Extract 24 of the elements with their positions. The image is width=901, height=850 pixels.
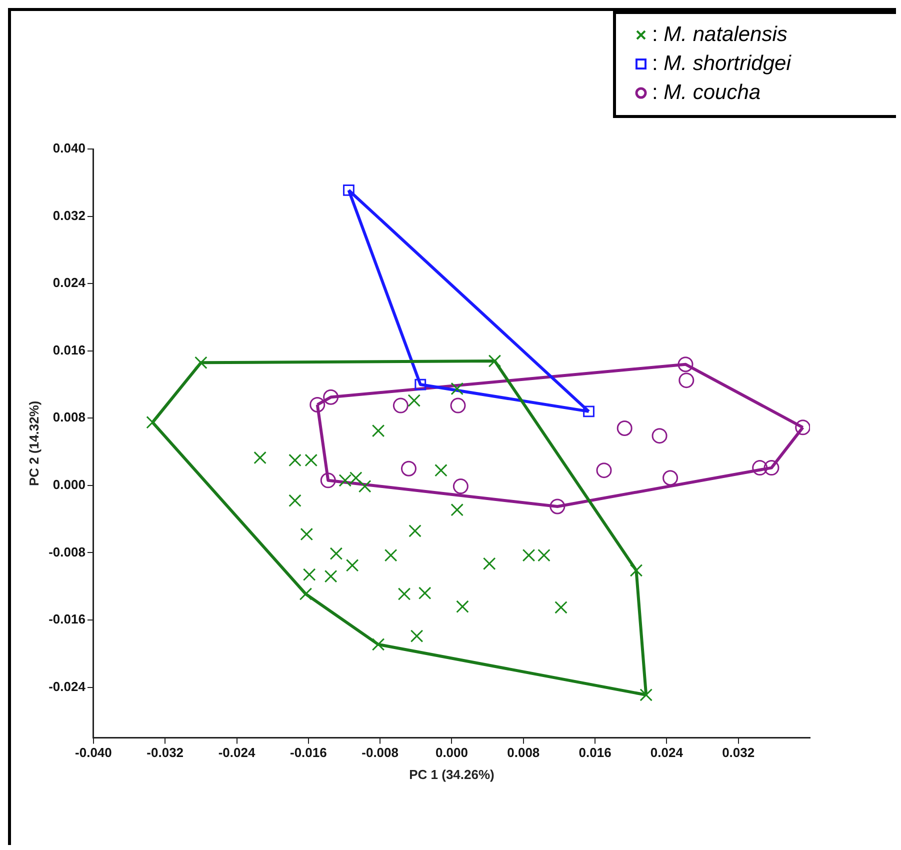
- x-tick-label: 0.016: [578, 745, 612, 760]
- x-tick-label: -0.032: [146, 745, 184, 760]
- y-tick-label: -0.008: [48, 544, 86, 560]
- y-tick-label: 0.000: [52, 477, 86, 492]
- x-tick-label: -0.024: [218, 745, 256, 760]
- x-tick-label: -0.016: [290, 745, 327, 760]
- y-tick-label: 0.032: [52, 208, 86, 223]
- x-tick-label: 0.024: [650, 745, 684, 760]
- legend-label: : M. shortridgei: [652, 52, 791, 75]
- y-tick-label: -0.016: [48, 612, 86, 627]
- y-tick-label: 0.008: [52, 410, 86, 425]
- x-tick-label: -0.040: [75, 745, 112, 760]
- y-tick-label: -0.024: [48, 678, 86, 694]
- x-tick-label: 0.008: [507, 745, 540, 760]
- legend-label: : M. natalensis: [652, 23, 788, 46]
- x-tick-label: 0.032: [722, 745, 755, 760]
- legend-label: : M. coucha: [652, 81, 761, 104]
- y-tick-label: 0.024: [52, 275, 86, 290]
- x-tick-label: 0.000: [435, 745, 468, 760]
- x-axis-title: PC 1 (34.26%): [409, 766, 494, 782]
- x-tick-label: -0.008: [362, 745, 399, 760]
- y-axis-title: PC 2 (14.32%): [26, 400, 42, 486]
- y-tick-label: 0.040: [52, 140, 86, 156]
- y-tick-label: 0.016: [52, 342, 86, 358]
